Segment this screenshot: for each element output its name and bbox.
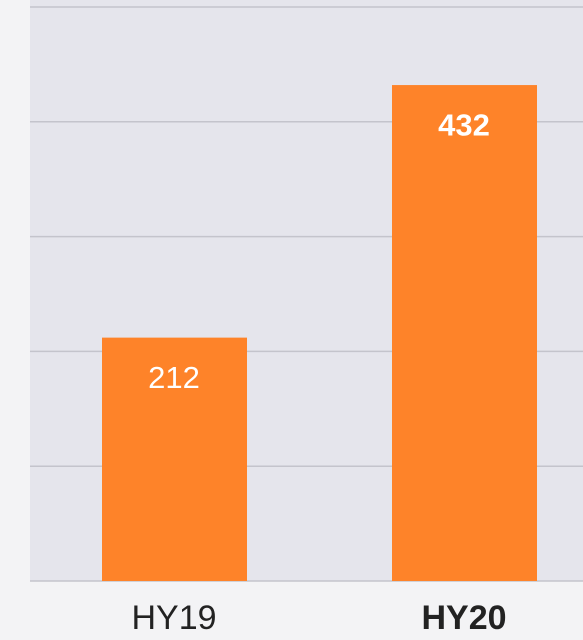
bar [392,85,537,582]
value-label: 432 [438,107,490,142]
value-label: 212 [148,360,200,395]
bar [102,337,247,581]
x-tick-label: HY20 [421,599,506,637]
x-tick-label: HY19 [131,599,216,637]
